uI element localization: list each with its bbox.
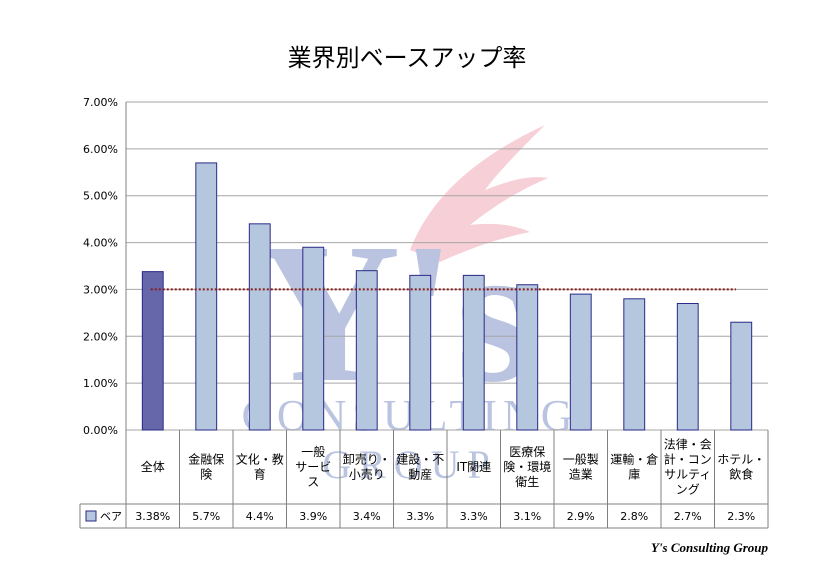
x-category-label-line: 文化・教: [236, 452, 284, 467]
footer-credit: Y's Consulting Group: [650, 540, 768, 555]
x-category-label: 一般サービス: [295, 444, 331, 489]
x-category-label: 卸売り・小売り: [343, 452, 391, 482]
x-category-label: 法律・会計・コンサルティング: [664, 438, 712, 497]
data-label: 3.38%: [135, 510, 170, 523]
x-category-label-line: 法律・会: [664, 438, 712, 452]
data-label: 5.7%: [192, 510, 220, 523]
y-tick-label: 7.00%: [83, 96, 118, 109]
wing-icon: [410, 125, 548, 262]
x-category-label-line: 険・環境: [503, 459, 551, 474]
x-category-label: 運輸・倉庫: [610, 452, 658, 482]
x-category-label-line: 建設・不: [396, 452, 444, 467]
x-category-label: 全体: [141, 459, 165, 474]
x-category-label: ホテル・飲食: [717, 453, 765, 482]
bar: [676, 302, 699, 431]
x-category-label: 医療保険・環境衛生: [503, 445, 551, 489]
data-label: 3.1%: [513, 510, 541, 523]
x-category-label-line: 造業: [569, 468, 593, 482]
x-category-label-line: サービ: [295, 460, 331, 474]
data-label: 3.3%: [460, 510, 488, 523]
bar: [141, 271, 164, 431]
bar: [462, 274, 485, 431]
x-category-label-line: 金融保: [188, 452, 224, 467]
x-category-label-line: 小売り: [349, 467, 385, 482]
x-category-label: 金融保険: [188, 452, 224, 482]
data-label: 3.4%: [353, 510, 381, 523]
x-category-label-line: 一般製: [563, 452, 599, 467]
x-category-label-line: IT関連: [456, 460, 491, 474]
y-tick-label: 4.00%: [83, 237, 118, 250]
legend-label: ベア: [100, 510, 122, 523]
x-category-label-line: 全体: [141, 459, 165, 474]
x-category-label: IT関連: [456, 460, 491, 474]
x-category-label-line: ス: [307, 475, 319, 489]
data-label: 2.8%: [620, 510, 648, 523]
x-category-label-line: 医療保: [509, 445, 545, 459]
x-category-label-line: 庫: [628, 468, 640, 482]
y-tick-label: 5.00%: [83, 190, 118, 203]
bar: [195, 162, 218, 431]
data-label: 3.9%: [299, 510, 327, 523]
x-category-label-line: 飲食: [729, 467, 753, 482]
legend-swatch: [85, 510, 97, 522]
x-category-label-line: 動産: [408, 467, 432, 482]
bar: [730, 321, 753, 431]
x-category-label-line: 衛生: [515, 475, 539, 489]
x-category-label: 文化・教育: [236, 452, 284, 482]
watermark-line2: GROUP: [322, 442, 498, 487]
x-category-label-line: ング: [676, 483, 700, 497]
y-tick-label: 2.00%: [83, 330, 118, 343]
x-category-label-line: ホテル・: [717, 453, 765, 467]
bar: [516, 284, 539, 431]
y-tick-label: 6.00%: [83, 143, 118, 156]
x-category-label-line: 卸売り・: [343, 452, 391, 467]
x-category-label: 建設・不動産: [396, 452, 444, 482]
bar: [355, 270, 378, 431]
x-category-label-line: 育: [254, 467, 266, 482]
x-category-label-line: サルティ: [664, 468, 711, 482]
y-tick-label: 0.00%: [83, 424, 118, 437]
data-label: 2.3%: [727, 510, 755, 523]
bar: [623, 298, 646, 431]
x-category-label-line: 運輸・倉: [610, 452, 658, 467]
chart-title: 業界別ベースアップ率: [287, 44, 527, 72]
data-label: 2.9%: [567, 510, 595, 523]
bar: [569, 293, 592, 431]
y-tick-label: 1.00%: [83, 377, 118, 390]
y-tick-label: 3.00%: [83, 283, 118, 296]
x-category-label: 一般製造業: [563, 452, 599, 482]
data-label: 2.7%: [674, 510, 702, 523]
bar: [409, 274, 432, 431]
bar: [248, 223, 271, 431]
x-category-label-line: 一般: [301, 444, 325, 459]
data-label: 3.3%: [406, 510, 434, 523]
data-label: 4.4%: [246, 510, 274, 523]
bar: [302, 246, 325, 431]
x-category-label-line: 計・コン: [664, 452, 712, 467]
x-category-label-line: 険: [200, 468, 212, 482]
